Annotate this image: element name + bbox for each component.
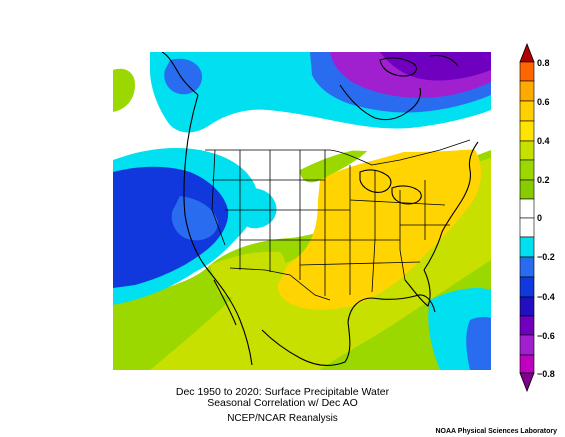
colorbar-label: 0.4 bbox=[537, 136, 550, 146]
colorbar: 0.8 0.6 0.4 0.2 0 −0.2 −0.4 −0.6 −0.8 bbox=[519, 42, 555, 393]
caption-dataset: NCEP/NCAR Reanalysis bbox=[227, 413, 338, 424]
neutral-canada-band bbox=[205, 118, 491, 152]
colorbar-bin bbox=[519, 315, 535, 336]
caption-subtitle: Seasonal Correlation w/ Dec AO bbox=[207, 397, 358, 409]
colorbar-label: −0.8 bbox=[537, 369, 555, 379]
colorbar-bin bbox=[519, 236, 535, 258]
colorbar-bin bbox=[519, 179, 535, 200]
colorbar-label: −0.2 bbox=[537, 252, 555, 262]
colorbar-bin bbox=[519, 120, 535, 142]
colorbar-bin bbox=[519, 140, 535, 161]
colorbar-label: −0.4 bbox=[537, 292, 555, 302]
colorbar-bin bbox=[519, 256, 535, 278]
colorbar-bin bbox=[519, 276, 535, 298]
colorbar-bin bbox=[519, 159, 535, 181]
colorbar-bin bbox=[519, 334, 535, 356]
negative-correlation-west-mid-blue bbox=[171, 196, 218, 241]
colorbar-bin bbox=[519, 61, 535, 82]
positive-correlation-southwest-region bbox=[210, 251, 286, 299]
colorbar-bin bbox=[519, 296, 535, 317]
negative-correlation-arctic-deep bbox=[380, 52, 491, 81]
positive-correlation-pacific-region bbox=[113, 68, 135, 112]
colorbar-label: 0 bbox=[537, 213, 542, 223]
colorbar-bin bbox=[519, 100, 535, 122]
credit-label: NOAA Physical Sciences Laboratory bbox=[435, 428, 557, 435]
negative-correlation-west-blue-region bbox=[113, 166, 229, 288]
colorbar-label: 0.2 bbox=[537, 175, 550, 185]
state-borders bbox=[205, 139, 471, 301]
colorbar-bin bbox=[519, 354, 535, 374]
colorbar-bin bbox=[519, 198, 535, 219]
map-panel bbox=[113, 52, 491, 370]
positive-correlation-yellow-region bbox=[277, 141, 482, 310]
colorbar-bin bbox=[519, 217, 535, 238]
caption-title: Dec 1950 to 2020: Surface Precipitable W… bbox=[175, 386, 390, 398]
colorbar-bottom-arrow bbox=[519, 372, 535, 393]
colorbar-label: 0.8 bbox=[537, 58, 550, 68]
negative-correlation-alaska-blob bbox=[164, 58, 203, 95]
colorbar-label: −0.6 bbox=[537, 331, 555, 341]
negative-correlation-caribbean-blue bbox=[466, 317, 491, 370]
negative-correlation-rockies-cyan bbox=[235, 188, 277, 229]
colorbar-label: 0.6 bbox=[537, 97, 550, 107]
colorbar-top-arrow bbox=[519, 42, 535, 63]
colorbar-bin bbox=[519, 80, 535, 102]
